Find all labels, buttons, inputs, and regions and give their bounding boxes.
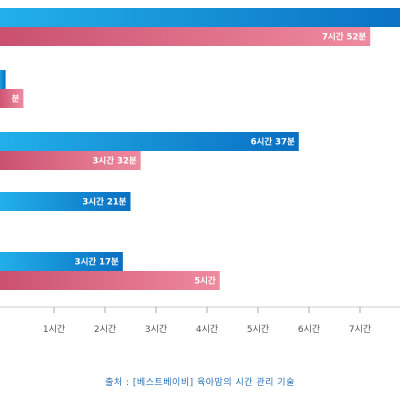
bar-label-s1-g4: 5시간 — [194, 276, 216, 287]
x-tick-label: 4시간 — [196, 324, 218, 335]
bar-label-s1-g0: 7시간 52분 — [322, 32, 366, 43]
bar-label-s0-g3: 3시간 21분 — [82, 197, 126, 208]
x-tick-label: 6시간 — [298, 324, 320, 335]
bar-label-s1-g2: 3시간 32분 — [93, 156, 137, 167]
bar-s0-g2 — [0, 132, 299, 151]
source-caption: 출처 : [베스트베이비] 육아맘의 시간 관리 기술 — [105, 378, 295, 388]
x-ticks-layer: 1시간2시간3시간4시간5시간6시간7시간8시간 — [43, 307, 400, 335]
x-tick-label: 3시간 — [145, 324, 167, 335]
bar-s0-g3 — [0, 192, 131, 211]
bar-s1-g2 — [0, 151, 141, 170]
bar-s1-g4 — [0, 271, 220, 290]
bar-label-s0-g4: 3시간 17분 — [75, 257, 119, 268]
bar-s0-g0 — [0, 8, 400, 27]
bar-s1-g1 — [0, 89, 24, 108]
x-tick-label: 2시간 — [94, 324, 116, 335]
bar-label-s1-g1: 분 — [12, 95, 20, 105]
x-tick-label: 5시간 — [247, 324, 269, 335]
x-tick-label: 1시간 — [43, 324, 65, 335]
bar-s0-g4 — [0, 252, 123, 271]
x-tick-label: 7시간 — [349, 324, 371, 335]
bar-s1-g0 — [0, 27, 371, 46]
bar-s0-g1 — [0, 70, 6, 89]
bar-label-s0-g2: 6시간 37분 — [251, 137, 295, 148]
